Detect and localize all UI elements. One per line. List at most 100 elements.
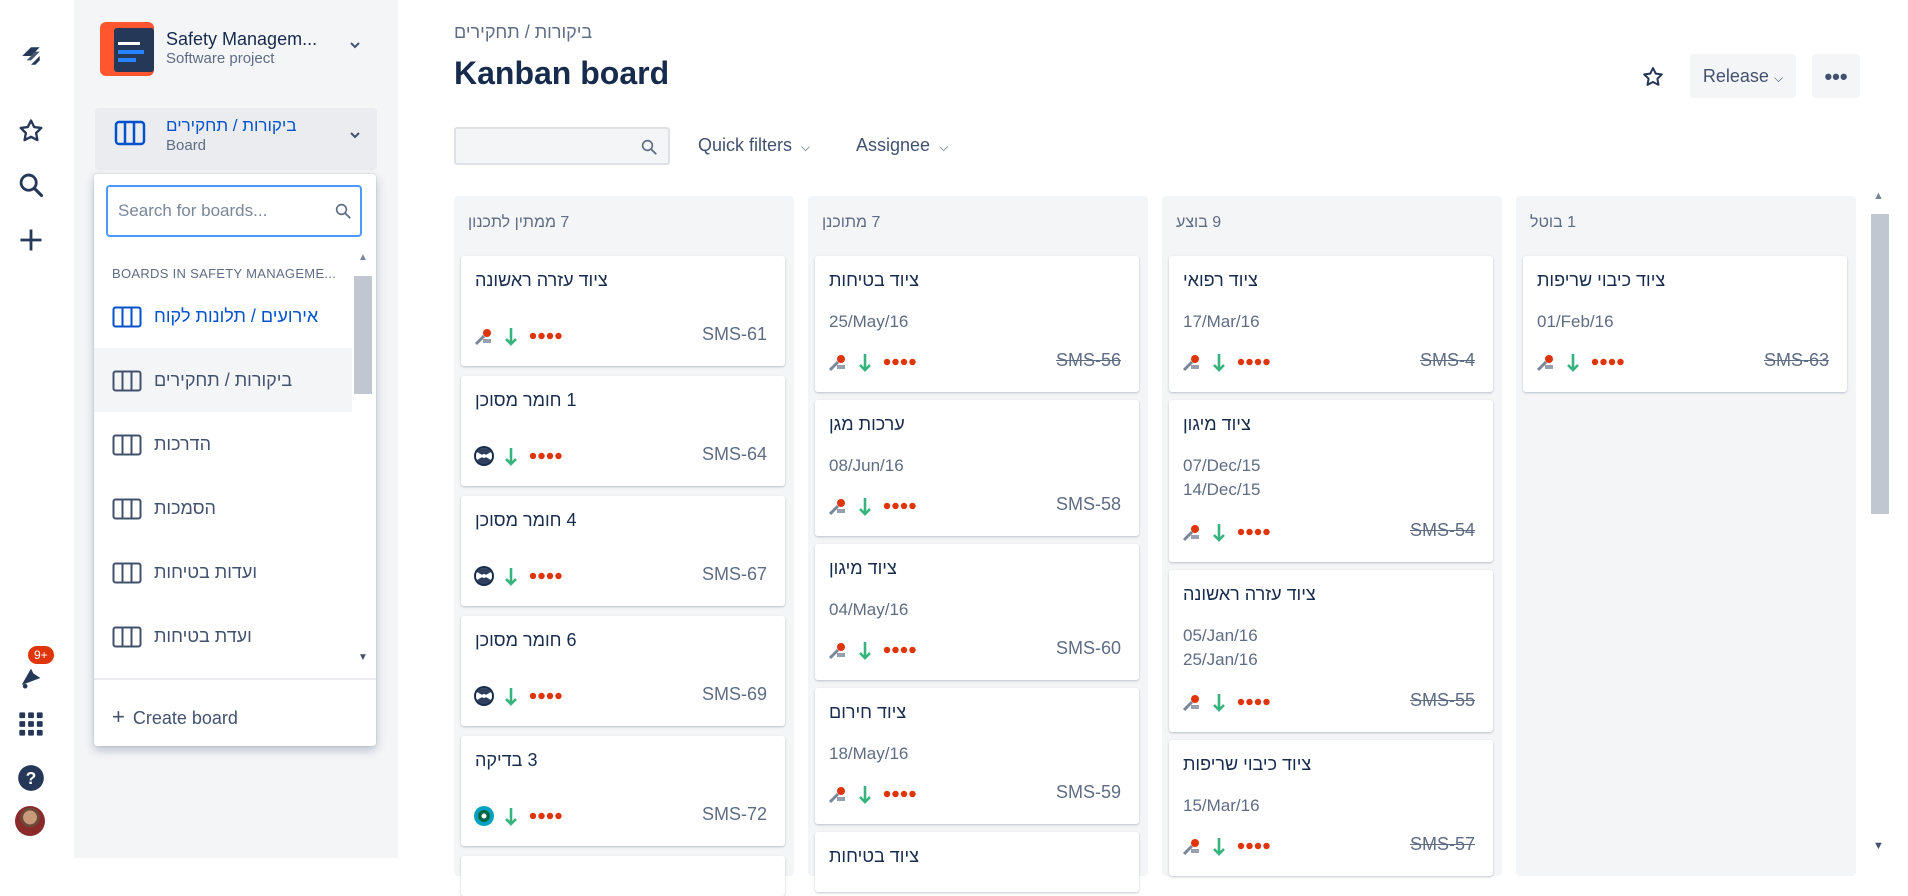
star-board-button[interactable] [1636, 60, 1670, 94]
board-option[interactable]: הסמכות [94, 476, 352, 540]
issue-key[interactable]: SMS-59 [1055, 782, 1121, 802]
board-option-label: ועדת בטיחות [154, 625, 252, 646]
board-column: 1 בוטל ציוד כיבוי שריפות 01/Feb/16 SMS-6… [1516, 196, 1856, 876]
issue-key[interactable]: SMS-60 [1055, 638, 1121, 658]
issue-key[interactable]: SMS-67 [701, 564, 767, 584]
issue-card[interactable]: ציוד רפואי 17/Mar/16 SMS-4 [1169, 256, 1493, 392]
scroll-down-icon[interactable]: ▼ [1873, 840, 1884, 852]
issue-card[interactable]: ציוד עזרה ראשונה SMS-61 [461, 256, 785, 366]
estimate-dots-icon [1591, 358, 1624, 366]
issue-card[interactable]: ציוד חירום 18/May/16 SMS-59 [815, 688, 1139, 824]
board-option[interactable]: אירועים / תלונות לקוח [94, 284, 352, 348]
issue-card[interactable]: ערכות מגן 08/Jun/16 SMS-58 [815, 400, 1139, 536]
board-icon [112, 306, 142, 333]
board-scrollbar[interactable]: ▲ ▼ [1868, 190, 1889, 858]
issue-card[interactable]: ציוד מיגון 04/May/16 SMS-60 [815, 544, 1139, 680]
estimate-dots-icon [529, 692, 562, 700]
board-icon [114, 120, 146, 153]
issue-card[interactable]: ציוד בטיחות 25/May/16 SMS-56 [815, 256, 1139, 392]
issue-key[interactable]: SMS-69 [701, 684, 767, 704]
page-title: Kanban board [454, 55, 670, 91]
section-label: BOARDS IN SAFETY MANAGEME... [112, 266, 337, 281]
estimate-dots-icon [529, 572, 562, 580]
board-switcher-dropdown: BOARDS IN SAFETY MANAGEME... אירועים / ת… [94, 174, 376, 746]
issue-key[interactable]: SMS-61 [701, 324, 767, 344]
board-option-label: ביקורות / תחקירים [154, 369, 293, 390]
chevron-down-icon[interactable] [348, 38, 362, 55]
estimate-dots-icon [1237, 698, 1270, 706]
jira-logo-icon[interactable] [13, 38, 49, 74]
radiation-icon [474, 446, 494, 466]
board-column: 7 ממתין לתכנון ציוד עזרה ראשונה SMS-61 1… [454, 196, 794, 896]
issue-card[interactable]: 4 חומר מסוכן SMS-67 [461, 496, 785, 606]
breadcrumb[interactable]: ביקורות / תחקירים [454, 22, 593, 42]
issue-key[interactable]: SMS-4 [1419, 350, 1475, 370]
board-option-label: ועדות בטיחות [154, 561, 258, 582]
column-header: 7 ממתין לתכנון [468, 214, 570, 231]
board-option[interactable]: ביקורות / תחקירים [94, 348, 352, 412]
chevron-down-icon: ⌵ [801, 140, 811, 154]
issue-key[interactable]: SMS-56 [1055, 350, 1121, 370]
scroll-up-icon[interactable]: ▲ [358, 252, 368, 263]
divider [94, 678, 376, 680]
release-button[interactable]: Release ⌵ [1690, 54, 1796, 98]
issue-key[interactable]: SMS-55 [1409, 690, 1475, 710]
board-option[interactable]: ועדת בטיחות [94, 604, 352, 668]
issue-key[interactable]: SMS-64 [701, 444, 767, 464]
issue-title: 6 חומר מסוכן [475, 630, 577, 650]
issue-title: ציוד כיבוי שריפות [1183, 754, 1312, 774]
issue-key[interactable]: SMS-72 [701, 804, 767, 824]
issue-card[interactable]: ציוד עזרה ראשונה 05/Jan/16 25/Jan/16 SMS… [1169, 570, 1493, 732]
priority-low-icon [1213, 838, 1225, 856]
issue-card[interactable]: ציוד כיבוי שריפות 15/Mar/16 SMS-57 [1169, 740, 1493, 876]
issue-date: 07/Dec/15 [1183, 456, 1261, 475]
dropdown-scrollbar[interactable]: ▲ ▼ [352, 252, 374, 672]
board-filter-search-input[interactable] [454, 127, 670, 165]
issue-date: 15/Mar/16 [1183, 796, 1260, 815]
estimate-dots-icon [1237, 358, 1270, 366]
issue-title: 3 בדיקה [475, 750, 538, 770]
issue-card[interactable]: 3 בדיקה SMS-72 [461, 736, 785, 846]
user-avatar[interactable] [15, 806, 45, 836]
issue-title: 1 חומר מסוכן [475, 390, 577, 410]
plus-icon: + [112, 704, 125, 729]
issue-title: ציוד בטיחות [829, 270, 919, 290]
board-option[interactable]: הדרכות [94, 412, 352, 476]
issue-card[interactable]: ציוד בטיחות [815, 832, 1139, 892]
column-header: 9 בוצע [1176, 214, 1222, 231]
notifications-icon[interactable] [13, 660, 49, 696]
issue-key[interactable]: SMS-63 [1763, 350, 1829, 370]
project-avatar[interactable] [100, 22, 154, 76]
project-type: Software project [166, 50, 275, 67]
issue-title: ציוד בטיחות [829, 846, 919, 866]
issue-key[interactable]: SMS-54 [1409, 520, 1475, 540]
priority-low-icon [505, 328, 517, 346]
global-nav: 9+ ? [0, 0, 74, 858]
board-search-input[interactable] [106, 185, 362, 237]
issue-card[interactable] [461, 856, 785, 896]
issue-card[interactable]: ציוד מיגון 07/Dec/15 14/Dec/15 SMS-54 [1169, 400, 1493, 562]
issue-key[interactable]: SMS-57 [1409, 834, 1475, 854]
create-icon[interactable] [13, 222, 49, 258]
board-selector[interactable] [95, 108, 377, 170]
board-option[interactable]: ועדות בטיחות [94, 540, 352, 604]
issue-card[interactable]: 6 חומר מסוכן SMS-69 [461, 616, 785, 726]
quick-filters-dropdown[interactable]: Quick filters ⌵ [698, 135, 810, 156]
scroll-up-icon[interactable]: ▲ [1873, 190, 1884, 202]
issue-card[interactable]: ציוד כיבוי שריפות 01/Feb/16 SMS-63 [1523, 256, 1847, 392]
assignee-dropdown[interactable]: Assignee ⌵ [856, 135, 948, 156]
search-icon[interactable] [13, 167, 49, 203]
chevron-down-icon[interactable] [348, 128, 362, 145]
help-icon[interactable]: ? [13, 760, 49, 796]
star-icon[interactable] [13, 113, 49, 149]
column-header: 7 מתוכנן [822, 214, 881, 231]
project-name[interactable]: Safety Managem... [166, 29, 318, 49]
app-switcher-icon[interactable] [13, 706, 49, 742]
issue-card[interactable]: 1 חומר מסוכן SMS-64 [461, 376, 785, 486]
priority-low-icon [505, 568, 517, 586]
scroll-down-icon[interactable]: ▼ [358, 652, 368, 663]
more-actions-button[interactable]: ••• [1812, 54, 1860, 98]
create-board-button[interactable]: + Create board [112, 704, 238, 730]
radiation-icon [474, 566, 494, 586]
issue-key[interactable]: SMS-58 [1055, 494, 1121, 514]
